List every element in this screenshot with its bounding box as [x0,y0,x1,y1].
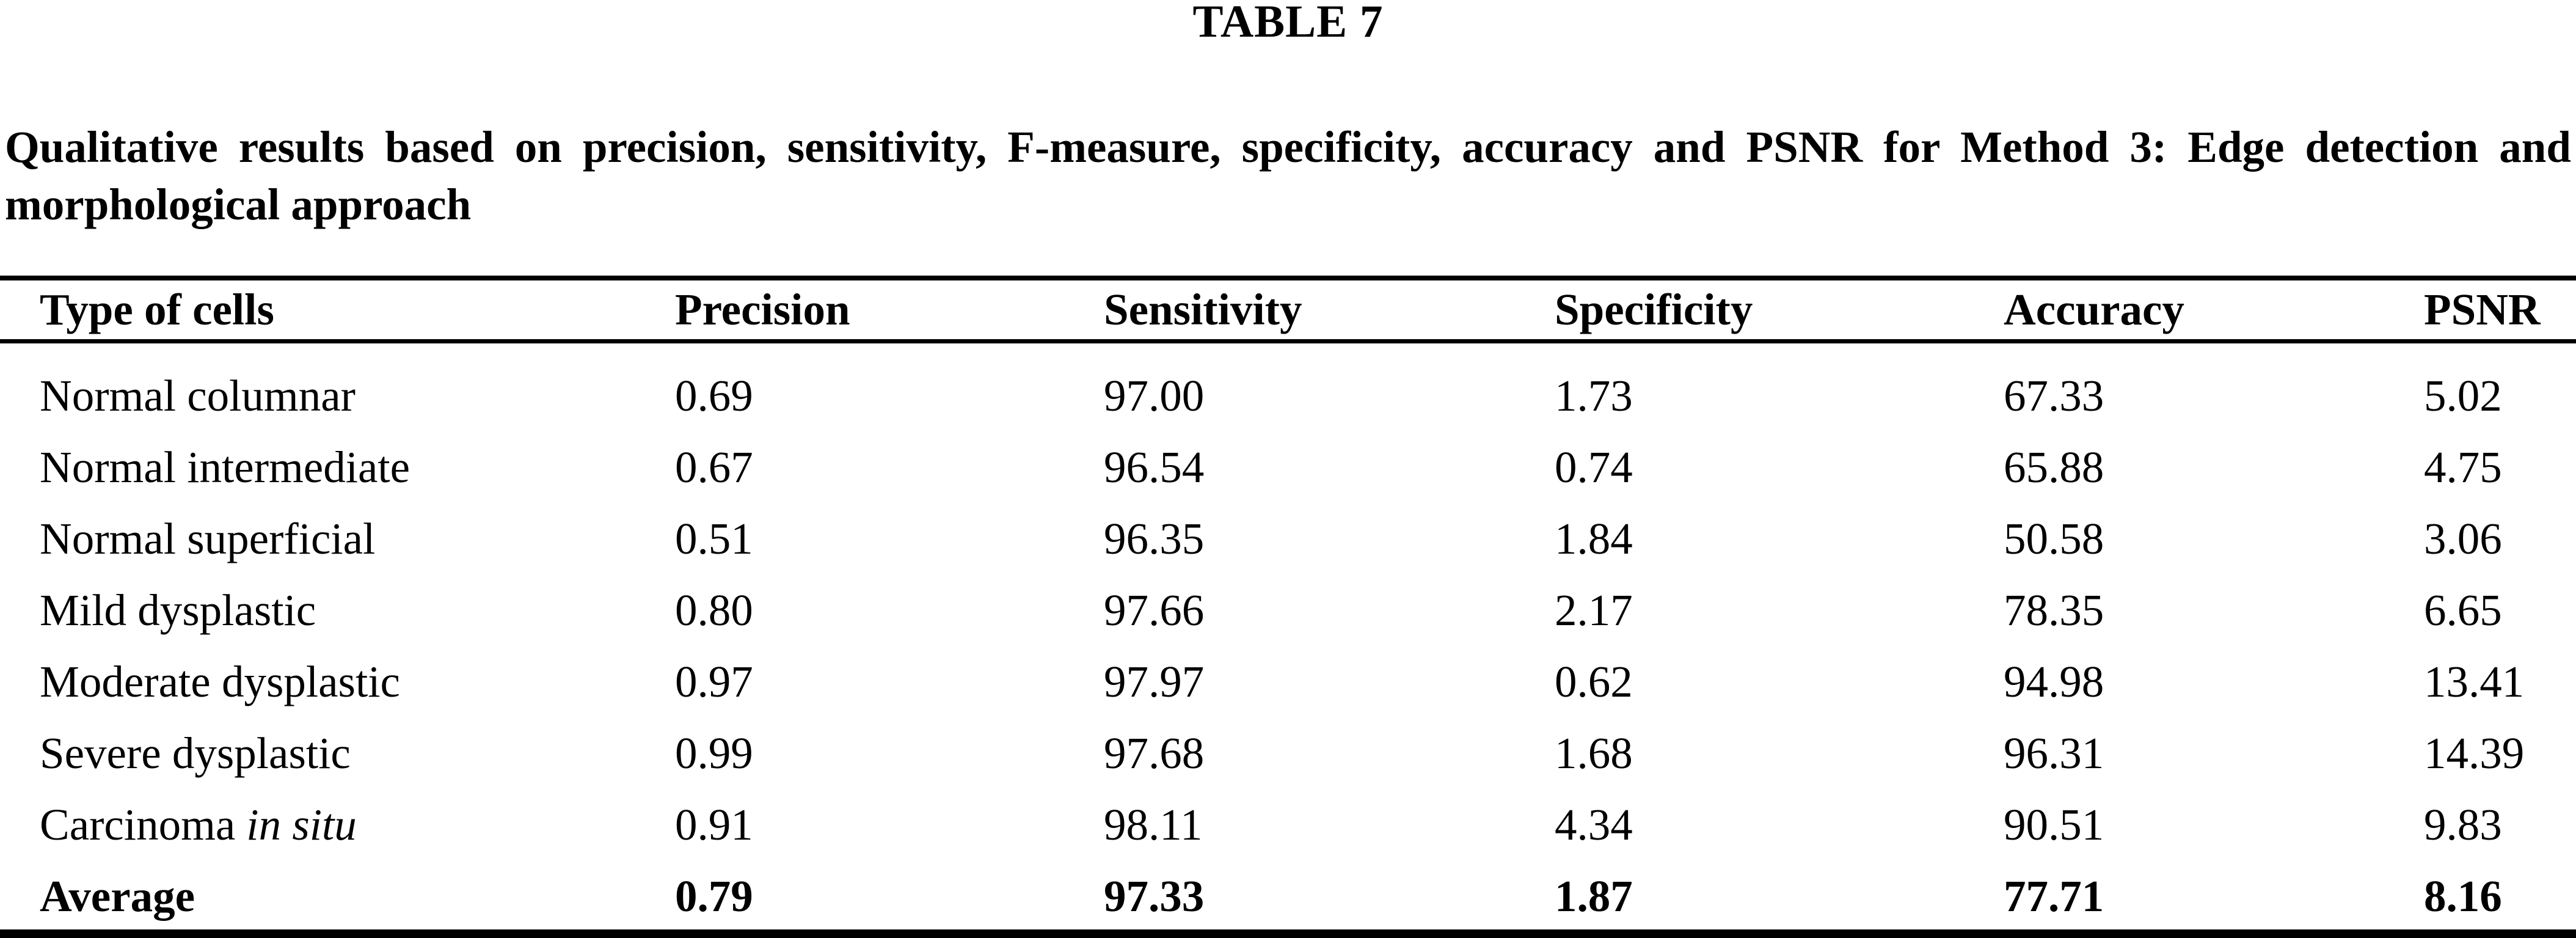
row-label-roman: Carcinoma [40,799,236,849]
cell-value: 0.67 [675,442,753,492]
cell-value: 14.39 [2424,728,2525,778]
cell-value: 0.99 [675,728,753,778]
cell-value: 1.84 [1555,513,1633,563]
row-label: Mild dysplastic [40,585,316,635]
table-row: Normal intermediate 0.67 96.54 0.74 65.8… [0,431,2576,503]
cell-value: 78.35 [2004,585,2104,635]
table-row: Severe dysplastic 0.99 97.68 1.68 96.31 … [0,717,2576,789]
cell-value: 97.66 [1104,585,1205,635]
table-row-average: Average 0.79 97.33 1.87 77.71 8.16 [0,860,2576,932]
row-label: Normal columnar [40,370,356,420]
cell-value: 8.16 [2424,871,2502,921]
cell-value: 96.31 [2004,728,2104,778]
row-label: Normal intermediate [40,442,410,492]
cell-value: 98.11 [1104,799,1203,849]
table-row: Normal columnar 0.69 97.00 1.73 67.33 5.… [0,360,2576,431]
row-label: Normal superficial [40,513,376,563]
cell-value: 9.83 [2424,799,2502,849]
table-row-carcinoma: Carcinoma in situ 0.91 98.11 4.34 90.51 9… [0,789,2576,860]
column-header-sensitivity: Sensitivity [1104,284,1302,334]
cell-value: 97.33 [1104,871,1205,921]
column-header-psnr: PSNR [2424,284,2541,334]
table-row: Normal superficial 0.51 96.35 1.84 50.58… [0,503,2576,574]
cell-value: 77.71 [2004,871,2104,921]
cell-value: 0.62 [1555,656,1633,706]
table-top-rule [0,276,2576,280]
table-header-rule [0,339,2576,343]
cell-value: 0.91 [675,799,753,849]
cell-value: 67.33 [2004,370,2104,420]
cell-value: 2.17 [1555,585,1633,635]
row-label: Moderate dysplastic [40,656,400,706]
cell-value: 1.68 [1555,728,1633,778]
caption-line-2: morphological approach [5,180,472,229]
column-header-specificity: Specificity [1555,284,1753,334]
cell-value: 6.65 [2424,585,2502,635]
cell-value: 13.41 [2424,656,2525,706]
row-label: Severe dysplastic [40,728,351,778]
row-label: Carcinoma in situ [0,799,675,851]
cell-value: 0.51 [675,513,753,563]
cell-value: 5.02 [2424,370,2502,420]
cell-value: 97.97 [1104,656,1205,706]
table-row: Moderate dysplastic 0.97 97.97 0.62 94.9… [0,646,2576,717]
cell-value: 65.88 [2004,442,2104,492]
cell-value: 50.58 [2004,513,2104,563]
cell-value: 97.00 [1104,370,1205,420]
table-row: Mild dysplastic 0.80 97.66 2.17 78.35 6.… [0,574,2576,646]
table-bottom-rule [0,929,2576,938]
table-title: TABLE 7 [1192,0,1384,47]
cell-value: 0.69 [675,370,753,420]
cell-value: 0.79 [675,871,753,921]
column-header-accuracy: Accuracy [2004,284,2184,334]
column-header-precision: Precision [675,284,850,334]
table-header-row: Type of cells Precision Sensitivity Spec… [0,280,2576,339]
row-label: Average [40,871,195,921]
cell-value: 1.73 [1555,370,1633,420]
cell-value: 0.74 [1555,442,1633,492]
column-header-type-of-cells: Type of cells [40,284,274,334]
cell-value: 96.54 [1104,442,1205,492]
table-caption: Qualitative results based on precision, … [5,119,2571,233]
cell-value: 94.98 [2004,656,2104,706]
cell-value: 97.68 [1104,728,1205,778]
row-label-italic: in situ [246,799,357,849]
caption-line-1: Qualitative results based on precision, … [5,122,2571,172]
table-body: Normal columnar 0.69 97.00 1.73 67.33 5.… [0,343,2576,932]
cell-value: 0.80 [675,585,753,635]
cell-value: 1.87 [1555,871,1633,921]
cell-value: 4.75 [2424,442,2502,492]
cell-value: 3.06 [2424,513,2502,563]
cell-value: 4.34 [1555,799,1633,849]
cell-value: 90.51 [2004,799,2104,849]
cell-value: 96.35 [1104,513,1205,563]
cell-value: 0.97 [675,656,753,706]
